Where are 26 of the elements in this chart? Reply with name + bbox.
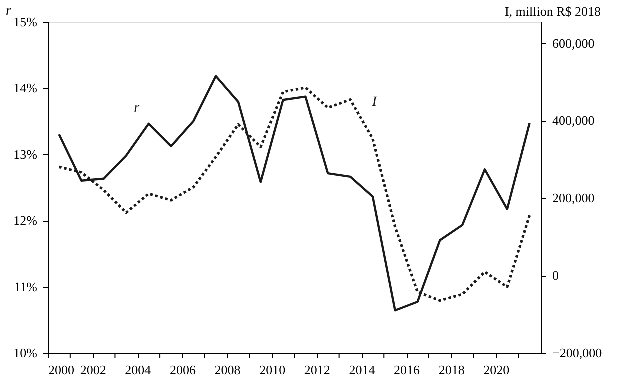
series-label: I <box>371 94 378 110</box>
x-tick-label: 2020 <box>484 362 510 378</box>
y2-axis-title: I, million R$ 2018 <box>504 4 601 19</box>
y2-tick-label: 0 <box>552 268 559 284</box>
y-tick-label: 15% <box>14 14 38 30</box>
y-tick-label: 12% <box>14 213 38 228</box>
y2-tick-label: −200,000 <box>552 346 602 360</box>
x-tick-label: 2012 <box>304 362 330 378</box>
series-label: r <box>134 100 140 116</box>
y2-tick-label: 200,000 <box>552 190 595 206</box>
y-tick-label: 13% <box>14 146 38 162</box>
x-tick-label: 2002 <box>80 362 106 378</box>
y2-tick-label: 400,000 <box>552 113 595 128</box>
y-axis-title: r <box>6 4 12 19</box>
y-tick-label: 14% <box>14 80 38 96</box>
x-tick-label: 2000 <box>48 362 74 378</box>
x-tick-label: 2018 <box>438 362 465 378</box>
y2-tick-label: 600,000 <box>552 36 595 51</box>
x-tick-label: 2004 <box>125 362 152 378</box>
x-tick-label: 2008 <box>214 362 241 378</box>
y-tick-label: 11% <box>14 279 38 294</box>
x-tick-label: 2010 <box>260 362 286 378</box>
y-tick-label: 10% <box>14 346 38 360</box>
x-tick-label: 2014 <box>349 362 376 378</box>
x-tick-label: 2016 <box>394 362 421 378</box>
x-tick-label: 2006 <box>170 362 196 378</box>
